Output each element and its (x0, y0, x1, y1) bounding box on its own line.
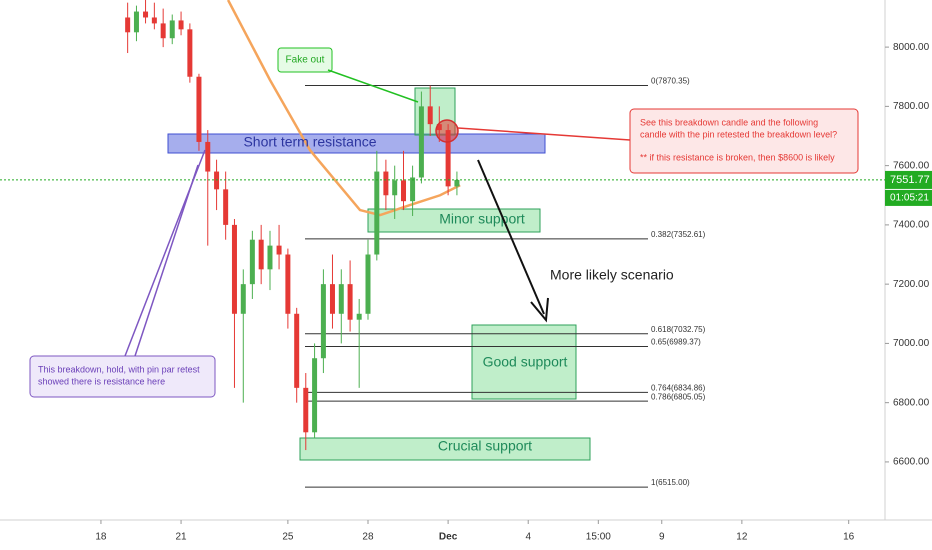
countdown-label: 01:05:21 (890, 193, 929, 204)
scenario-arrow (477, 159, 545, 315)
x-tick-label: 15:00 (586, 532, 611, 543)
x-tick-label: 9 (659, 532, 665, 543)
fake-out-text: Fake out (286, 55, 325, 66)
candle-body (240, 284, 246, 314)
x-tick-label: 12 (736, 532, 748, 543)
candle-body (427, 106, 433, 125)
candle-body (454, 179, 460, 187)
x-tick-label: 18 (95, 532, 107, 543)
purple-pointer (134, 164, 199, 357)
scenario-text: More likely scenario (550, 267, 674, 283)
candle-body (133, 11, 139, 33)
candle-body (169, 20, 175, 39)
candle-body (143, 11, 149, 18)
fib-label: 0.382(7352.61) (651, 230, 706, 239)
red-note-text: candle with the pin retested the breakdo… (640, 129, 837, 139)
fib-label: 0.65(6989.37) (651, 338, 701, 347)
purple-note-text: showed there is resistance here (38, 376, 165, 386)
candle-body (392, 180, 398, 196)
candle-body (374, 171, 380, 255)
candle-body (125, 17, 131, 33)
candle-body (231, 224, 237, 314)
x-tick-label: Dec (439, 532, 458, 543)
x-tick-label: 21 (175, 532, 187, 543)
purple-callout (29, 355, 216, 398)
red-note-text: ** if this resistance is broken, then $8… (640, 152, 835, 162)
scenario-arrowhead (530, 297, 549, 323)
countdown-box (885, 189, 932, 206)
x-tick-label: 4 (525, 532, 531, 543)
candle-body (356, 313, 362, 320)
fib-label: 0.786(6805.05) (651, 392, 706, 401)
minor-support-text: Minor support (439, 211, 525, 227)
y-tick-label: 7000.00 (893, 338, 930, 349)
candle-body (383, 171, 389, 196)
red-note-text: See this breakdown candle and the follow… (640, 117, 818, 127)
candle-body (285, 254, 291, 314)
fake-out-callout (277, 47, 333, 73)
fib-label: 0.618(7032.75) (651, 325, 706, 334)
fib-label: 0(7870.35) (651, 77, 690, 86)
candle-body (329, 284, 335, 314)
candle-body (365, 254, 371, 314)
candle-body (347, 284, 353, 320)
minor-support-zone (367, 208, 541, 233)
good-support-zone (471, 324, 577, 400)
good-support-text: Good support (483, 354, 568, 370)
moving-average (226, 0, 461, 217)
fib-label: 0.764(6834.86) (651, 383, 706, 392)
breakdown-marker (435, 119, 459, 143)
y-tick-label: 7800.00 (893, 101, 930, 112)
candle-body (178, 20, 184, 30)
candle-body (187, 29, 193, 77)
candle-body (320, 284, 326, 359)
candle-body (276, 245, 282, 255)
x-tick-label: 28 (362, 532, 374, 543)
candle-body (294, 313, 300, 388)
candle-body (258, 239, 264, 270)
candle-body (338, 284, 344, 314)
y-tick-label: 8000.00 (893, 42, 930, 53)
red-pointer (457, 127, 631, 141)
candle-body (223, 189, 229, 225)
y-tick-label: 6600.00 (893, 457, 930, 468)
candle-body (303, 387, 309, 433)
resistance-text: Short term resistance (243, 134, 376, 150)
y-tick-label: 6800.00 (893, 397, 930, 408)
candle-body (267, 245, 273, 270)
candle-body (410, 177, 416, 202)
candle-body (214, 171, 220, 190)
candle-body (401, 180, 407, 202)
candle-body (196, 76, 202, 142)
crucial-support-zone (299, 437, 591, 461)
x-tick-label: 25 (282, 532, 294, 543)
y-tick-label: 7400.00 (893, 220, 930, 231)
candle-body (445, 130, 451, 187)
x-tick-label: 16 (843, 532, 855, 543)
red-callout (629, 108, 859, 174)
fake-out-pointer (327, 69, 419, 103)
last-price-label: 7551.77 (890, 174, 930, 186)
y-tick-label: 7200.00 (893, 279, 930, 290)
candle-body (205, 141, 211, 172)
candle-body (160, 23, 166, 39)
candle-body (418, 106, 424, 178)
fib-label: 1(6515.00) (651, 478, 690, 487)
crucial-support-text: Crucial support (438, 438, 532, 454)
last-price-box (885, 170, 932, 189)
candle-body (151, 17, 157, 24)
purple-note-text: This breakdown, hold, with pin par retes… (38, 364, 200, 374)
y-tick-label: 7600.00 (893, 160, 930, 171)
candle-body (249, 239, 255, 285)
candle-body (312, 358, 318, 433)
